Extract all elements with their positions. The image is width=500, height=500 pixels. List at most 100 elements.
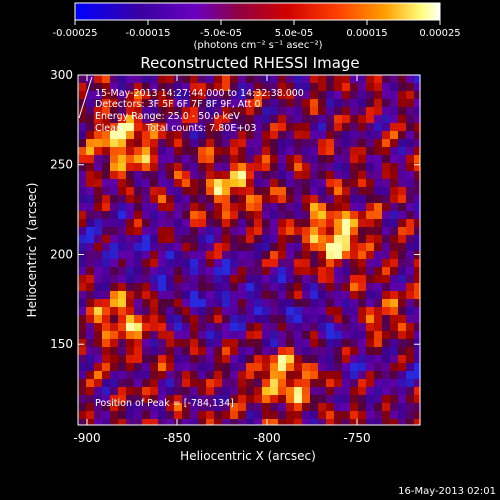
- heatmap-cell: [326, 395, 334, 403]
- heatmap-cell: [318, 299, 326, 307]
- heatmap-cell: [374, 379, 382, 387]
- heatmap-cell: [78, 203, 86, 211]
- heatmap-cell: [350, 123, 358, 131]
- heatmap-cell: [118, 331, 126, 339]
- heatmap-cell: [190, 75, 198, 83]
- heatmap-cell: [222, 75, 230, 83]
- heatmap-cell: [414, 419, 420, 425]
- heatmap-cell: [270, 411, 278, 419]
- heatmap-cell: [350, 115, 358, 123]
- heatmap-cell: [294, 387, 302, 395]
- heatmap-cell: [318, 227, 326, 235]
- heatmap-cell: [158, 131, 166, 139]
- heatmap-cell: [366, 339, 374, 347]
- heatmap-cell: [190, 251, 198, 259]
- heatmap-cell: [254, 227, 262, 235]
- heatmap-cell: [102, 179, 110, 187]
- heatmap-cell: [310, 91, 318, 99]
- heatmap-cell: [150, 315, 158, 323]
- heatmap-cell: [414, 267, 420, 275]
- heatmap-cell: [270, 235, 278, 243]
- heatmap-cell: [94, 179, 102, 187]
- heatmap-cell: [270, 147, 278, 155]
- heatmap-cell: [366, 243, 374, 251]
- heatmap-cell: [334, 387, 342, 395]
- heatmap-cell: [94, 259, 102, 267]
- heatmap-cell: [390, 139, 398, 147]
- heatmap-cell: [150, 291, 158, 299]
- heatmap-cell: [174, 123, 182, 131]
- heatmap-cell: [110, 131, 118, 139]
- heatmap-cell: [390, 339, 398, 347]
- heatmap-cell: [318, 243, 326, 251]
- heatmap-cell: [134, 115, 142, 123]
- heatmap-cell: [326, 267, 334, 275]
- heatmap-cell: [150, 83, 158, 91]
- heatmap-cell: [342, 403, 350, 411]
- heatmap-cell: [374, 395, 382, 403]
- heatmap-cell: [206, 315, 214, 323]
- heatmap-cell: [414, 243, 420, 251]
- heatmap-cell: [246, 267, 254, 275]
- heatmap-cell: [118, 411, 126, 419]
- heatmap-cell: [302, 299, 310, 307]
- heatmap-cell: [326, 139, 334, 147]
- heatmap-cell: [206, 171, 214, 179]
- heatmap-cell: [238, 387, 246, 395]
- heatmap-cell: [142, 171, 150, 179]
- heatmap-cell: [214, 179, 222, 187]
- y-axis-label: Heliocentric Y (arcsec): [25, 183, 39, 318]
- heatmap-cell: [278, 331, 286, 339]
- heatmap-cell: [350, 107, 358, 115]
- heatmap-cell: [222, 379, 230, 387]
- heatmap-cell: [286, 187, 294, 195]
- heatmap-cell: [350, 251, 358, 259]
- heatmap-cell: [326, 315, 334, 323]
- heatmap-cell: [118, 171, 126, 179]
- heatmap-cell: [174, 155, 182, 163]
- heatmap-cell: [350, 131, 358, 139]
- heatmap-cell: [302, 115, 310, 123]
- heatmap-cell: [390, 379, 398, 387]
- heatmap-cell: [222, 403, 230, 411]
- heatmap-cell: [198, 251, 206, 259]
- heatmap-cell: [126, 299, 134, 307]
- heatmap-cell: [182, 419, 190, 425]
- heatmap-cell: [142, 219, 150, 227]
- heatmap-cell: [270, 163, 278, 171]
- heatmap-cell: [230, 171, 238, 179]
- heatmap-cell: [150, 75, 158, 83]
- heatmap-cell: [406, 211, 414, 219]
- heatmap-cell: [350, 363, 358, 371]
- heatmap-cell: [214, 403, 222, 411]
- heatmap-cell: [198, 363, 206, 371]
- heatmap-cell: [366, 219, 374, 227]
- colorbar-tick-label: 0.00025: [419, 28, 460, 39]
- heatmap-cell: [78, 163, 86, 171]
- heatmap-cell: [334, 395, 342, 403]
- heatmap-cell: [246, 187, 254, 195]
- heatmap-cell: [302, 355, 310, 363]
- heatmap-cell: [166, 363, 174, 371]
- heatmap-cell: [374, 419, 382, 425]
- heatmap-cell: [166, 227, 174, 235]
- heatmap-cell: [278, 315, 286, 323]
- x-tick-label: -900: [73, 431, 100, 445]
- heatmap-cell: [134, 235, 142, 243]
- heatmap-cell: [318, 403, 326, 411]
- heatmap-cell: [294, 187, 302, 195]
- heatmap-cell: [126, 171, 134, 179]
- heatmap-cell: [358, 107, 366, 115]
- heatmap-cell: [398, 243, 406, 251]
- heatmap-cell: [118, 107, 126, 115]
- heatmap-cell: [398, 323, 406, 331]
- heatmap-cell: [254, 395, 262, 403]
- heatmap-cell: [126, 115, 134, 123]
- heatmap-cell: [150, 155, 158, 163]
- heatmap-cell: [166, 99, 174, 107]
- heatmap-cell: [158, 203, 166, 211]
- heatmap-cell: [286, 299, 294, 307]
- heatmap-cell: [286, 83, 294, 91]
- heatmap-cell: [406, 235, 414, 243]
- heatmap-cell: [198, 235, 206, 243]
